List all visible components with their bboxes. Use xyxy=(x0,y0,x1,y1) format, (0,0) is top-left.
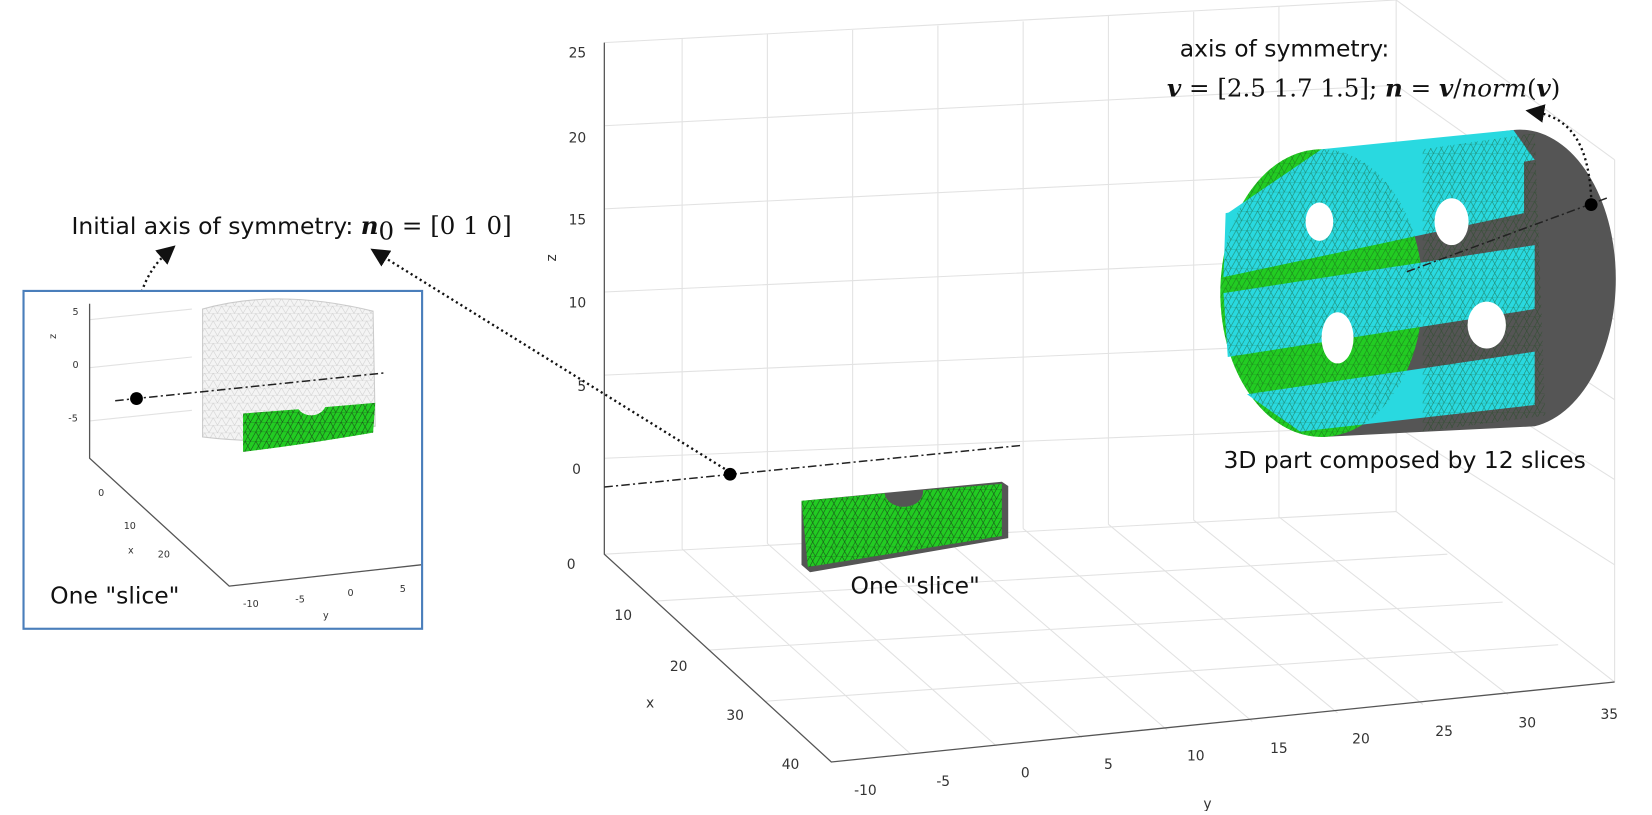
y-tick-label: 30 xyxy=(1518,716,1536,732)
y-tick-label: 35 xyxy=(1600,707,1618,723)
z-tick-label: 20 xyxy=(569,131,587,147)
initial-axis-line xyxy=(604,444,1022,488)
formula-part: / xyxy=(1453,73,1462,102)
formula-part: = [0 1 0] xyxy=(394,210,512,239)
x-tick-label: 20 xyxy=(670,659,688,675)
formula-part: n xyxy=(1385,73,1403,102)
axis-formula: v = [2.5 1.7 1.5]; n = v/norm(v) xyxy=(1167,73,1560,102)
symmetry-axis-line xyxy=(1406,196,1610,273)
formula-part: v xyxy=(1439,73,1454,102)
formula-part: v xyxy=(1167,73,1182,102)
slice-mesh xyxy=(801,481,1009,573)
y-tick-label: 15 xyxy=(1270,741,1288,757)
z-tick-label: -5 xyxy=(68,413,78,424)
x-tick-label: 10 xyxy=(614,608,632,624)
formula-part: v xyxy=(1537,73,1552,102)
y-tick-label: -5 xyxy=(936,774,950,790)
x-tick-label: 20 xyxy=(158,550,170,561)
axis-point xyxy=(1584,198,1598,212)
main-axes xyxy=(603,42,1615,763)
slice-label: One "slice" xyxy=(851,572,980,600)
y-tick-label: 10 xyxy=(1187,749,1205,765)
y-tick-label: 5 xyxy=(1104,757,1113,773)
z-tick-label: 25 xyxy=(569,45,587,61)
y-tick-label: 0 xyxy=(347,588,353,599)
z-axis-label: z xyxy=(544,254,560,261)
z-tick-label: 10 xyxy=(569,296,587,312)
y-tick-label: 0 xyxy=(1021,766,1030,782)
y-axis-label: y xyxy=(323,610,329,621)
z-tick-label: 5 xyxy=(73,307,79,318)
axis-annotation: axis of symmetry: xyxy=(1180,35,1390,63)
inset-slice-label: One "slice" xyxy=(50,581,179,609)
inset: 5 0 -5 0 10 20 -10 -5 0 5 z x y One "sli… xyxy=(22,289,424,630)
z-tick-label: 0 xyxy=(73,360,79,371)
arrow xyxy=(1525,104,1593,198)
formula-part: ( xyxy=(1527,73,1537,102)
annotation-text: Initial axis of symmetry: xyxy=(71,211,360,239)
x-tick-label: 0 xyxy=(567,557,576,573)
formula-part: n xyxy=(361,210,379,239)
y-tick-label: 5 xyxy=(400,584,406,595)
z-tick-label: 5 xyxy=(577,379,586,395)
x-tick-label: 30 xyxy=(726,708,744,724)
z-tick-label: 0 xyxy=(572,462,581,478)
y-tick-label: 20 xyxy=(1352,732,1370,748)
x-axis-label: x xyxy=(646,695,654,711)
y-tick-label: -10 xyxy=(854,783,877,799)
axis-point xyxy=(723,467,737,481)
main-ticks: 0 5 10 15 20 25 0 10 20 30 40 -10 -5 0 5… xyxy=(544,45,1618,812)
z-tick-label: 15 xyxy=(569,213,587,229)
formula-part: norm xyxy=(1461,73,1526,102)
y-axis-label: y xyxy=(1203,797,1211,811)
x-tick-label: 10 xyxy=(124,521,136,532)
y-tick-label: -5 xyxy=(295,594,305,605)
part-label: 3D part composed by 12 slices xyxy=(1224,446,1586,474)
arrow xyxy=(370,248,726,470)
cylinder-mesh xyxy=(1220,129,1616,437)
y-tick-label: -10 xyxy=(243,599,259,610)
formula-part: = [2.5 1.7 1.5]; xyxy=(1181,73,1385,102)
z-axis-label: z xyxy=(48,334,59,339)
x-tick-label: 40 xyxy=(782,757,800,773)
initial-axis-annotation: Initial axis of symmetry: n0 = [0 1 0] xyxy=(71,210,511,244)
x-axis-label: x xyxy=(128,545,134,556)
x-tick-label: 0 xyxy=(98,488,104,499)
formula-part: 0 xyxy=(379,216,395,245)
formula-part: ) xyxy=(1551,73,1561,102)
formula-part: = xyxy=(1403,73,1439,102)
y-tick-label: 25 xyxy=(1435,724,1453,740)
